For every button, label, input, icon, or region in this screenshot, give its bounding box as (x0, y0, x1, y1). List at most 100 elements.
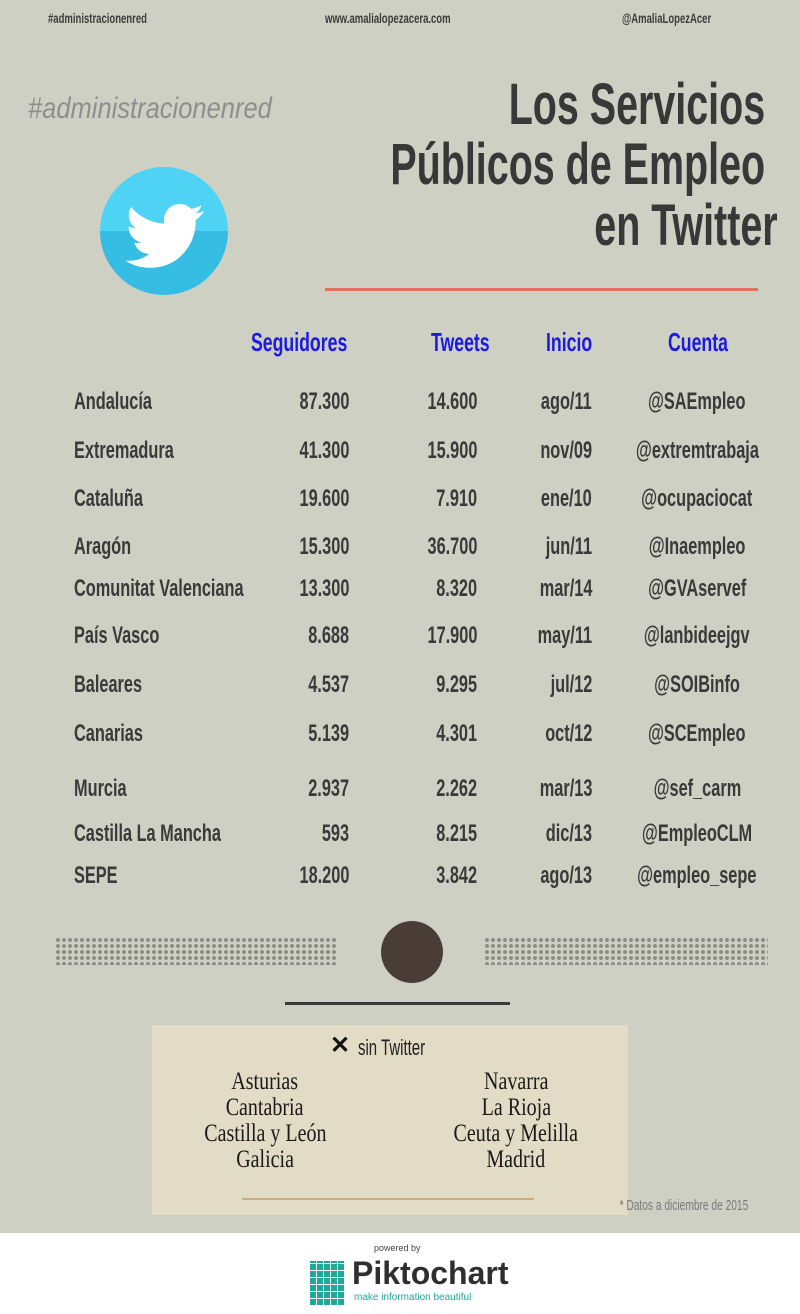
cell-inicio: dic/13 (524, 820, 592, 848)
title-line-2: Públicos de Empleo (390, 132, 765, 197)
cell-tweets: 3.842 (417, 862, 477, 890)
cell-region-text: País Vasco (74, 622, 160, 649)
cell-inicio: jul/12 (531, 671, 592, 699)
cell-cuenta[interactable]: @GVAservef (597, 575, 797, 603)
cell-region: Cataluña (74, 485, 175, 513)
no-twitter-list-left: Asturias Cantabria Castilla y León Galic… (165, 1069, 365, 1173)
cell-tweets-text: 17.900 (427, 622, 477, 649)
cell-cuenta[interactable]: @Inaempleo (597, 533, 797, 561)
col-header-inicio: Inicio (546, 327, 593, 357)
cell-tweets-text: 4.301 (436, 720, 477, 747)
cell-region: Andalucía (74, 388, 189, 416)
cell-tweets: 7.910 (417, 485, 477, 513)
cell-region-text: Canarias (74, 720, 143, 747)
cell-inicio-text: nov/09 (540, 437, 592, 464)
cell-region: Baleares (74, 671, 174, 699)
cell-tweets-text: 36.700 (427, 533, 477, 560)
cell-seguidores-text: 5.139 (308, 720, 349, 747)
cell-cuenta[interactable]: @EmpleoCLM (597, 820, 797, 848)
cell-region: Canarias (74, 720, 175, 748)
cell-inicio-text: mar/13 (539, 775, 592, 802)
cell-region-text: Cataluña (74, 485, 143, 512)
cell-region-text: Castilla La Mancha (74, 820, 221, 847)
cell-cuenta[interactable]: @sef_carm (597, 775, 797, 803)
cell-region: Murcia (74, 775, 151, 803)
cell-inicio-text: ago/13 (540, 862, 592, 889)
brand-name[interactable]: Piktochart (352, 1255, 509, 1291)
no-twitter-box: ✕ sin Twitter Asturias Cantabria Castill… (152, 1025, 628, 1215)
cell-cuenta[interactable]: @extremtrabaja (597, 437, 797, 465)
decorative-circle (381, 921, 443, 983)
cell-tweets-text: 14.600 (427, 388, 477, 415)
list-item: Madrid (486, 1146, 546, 1173)
no-twitter-list-right: Navarra La Rioja Ceuta y Melilla Madrid (416, 1069, 616, 1173)
cell-cuenta[interactable]: @ocupaciocat (597, 485, 797, 513)
cell-tweets-text: 8.320 (436, 575, 477, 602)
cell-inicio: ago/11 (517, 388, 592, 416)
cell-cuenta[interactable]: @SAEmpleo (597, 388, 797, 416)
cell-region: Comunitat Valenciana (74, 575, 323, 603)
cell-cuenta[interactable]: @SCEmpleo (597, 720, 797, 748)
cell-region: Castilla La Mancha (74, 820, 290, 848)
cell-seguidores: 19.600 (276, 485, 349, 513)
cell-cuenta[interactable]: @empleo_sepe (597, 862, 797, 890)
cell-inicio-text: jun/11 (545, 533, 592, 560)
cell-seguidores-text: 4.537 (308, 671, 349, 698)
header-handle[interactable]: @AmaliaLopezAcer (622, 10, 712, 26)
cell-tweets-text: 9.295 (436, 671, 477, 698)
cell-cuenta-text: @SCEmpleo (648, 720, 746, 747)
cell-seguidores-text: 2.937 (308, 775, 349, 802)
no-twitter-label: sin Twitter (358, 1035, 426, 1060)
cell-tweets-text: 2.262 (436, 775, 477, 802)
footer: powered by Piktochart make information b… (0, 1233, 800, 1314)
cell-tweets: 9.295 (417, 671, 477, 699)
cell-cuenta-text: @EmpleoCLM (641, 820, 753, 847)
cell-inicio-text: may/11 (537, 622, 592, 649)
cell-seguidores: 2.937 (289, 775, 349, 803)
cell-inicio-text: oct/12 (544, 720, 592, 747)
header-hashtag: #administracionenred (48, 10, 147, 26)
list-item: Cantabria (226, 1094, 304, 1121)
cell-seguidores: 593 (309, 820, 349, 848)
cell-cuenta[interactable]: @SOIBinfo (597, 671, 797, 699)
cell-inicio-text: ene/10 (541, 485, 592, 512)
cell-inicio: mar/13 (515, 775, 592, 803)
cell-seguidores: 15.300 (276, 533, 349, 561)
list-item: Navarra (483, 1068, 549, 1095)
x-icon: ✕ (330, 1032, 351, 1059)
cell-seguidores-text: 87.300 (299, 388, 349, 415)
cell-cuenta[interactable]: @lanbideejgv (597, 622, 797, 650)
cell-seguidores: 8.688 (289, 622, 349, 650)
cell-seguidores-text: 593 (321, 820, 349, 847)
cell-tweets: 2.262 (417, 775, 477, 803)
cell-region-text: Extremadura (74, 437, 174, 464)
powered-by: powered by (374, 1243, 421, 1253)
cell-tweets: 17.900 (404, 622, 477, 650)
header-website[interactable]: www.amalialopezacera.com (325, 10, 451, 26)
cell-tweets: 14.600 (404, 388, 477, 416)
cell-tweets: 8.215 (417, 820, 477, 848)
cell-tweets: 8.320 (417, 575, 477, 603)
cell-inicio: ago/13 (516, 862, 592, 890)
col-header-tweets: Tweets (431, 327, 490, 357)
cell-cuenta-text: @SAEmpleo (648, 388, 746, 415)
cell-tweets: 15.900 (404, 437, 477, 465)
divider-line (285, 1002, 510, 1005)
cell-inicio-text: mar/14 (539, 575, 592, 602)
cell-tweets: 36.700 (404, 533, 477, 561)
cell-region: País Vasco (74, 622, 199, 650)
cell-inicio: nov/09 (516, 437, 592, 465)
cell-cuenta-text: @sef_carm (653, 775, 741, 802)
cell-region: SEPE (74, 862, 138, 890)
cell-tweets-text: 7.910 (436, 485, 477, 512)
cell-region-text: Murcia (74, 775, 127, 802)
cell-region-text: Comunitat Valenciana (74, 575, 244, 602)
footnote: * Datos a diciembre de 2015 (619, 1197, 748, 1214)
cell-cuenta-text: @empleo_sepe (637, 862, 757, 889)
cell-region-text: Baleares (74, 671, 143, 698)
list-item: Asturias (231, 1068, 299, 1095)
cell-region-text: Aragón (74, 533, 132, 560)
col-header-cuenta: Cuenta (668, 327, 728, 357)
cell-seguidores-text: 13.300 (299, 575, 349, 602)
